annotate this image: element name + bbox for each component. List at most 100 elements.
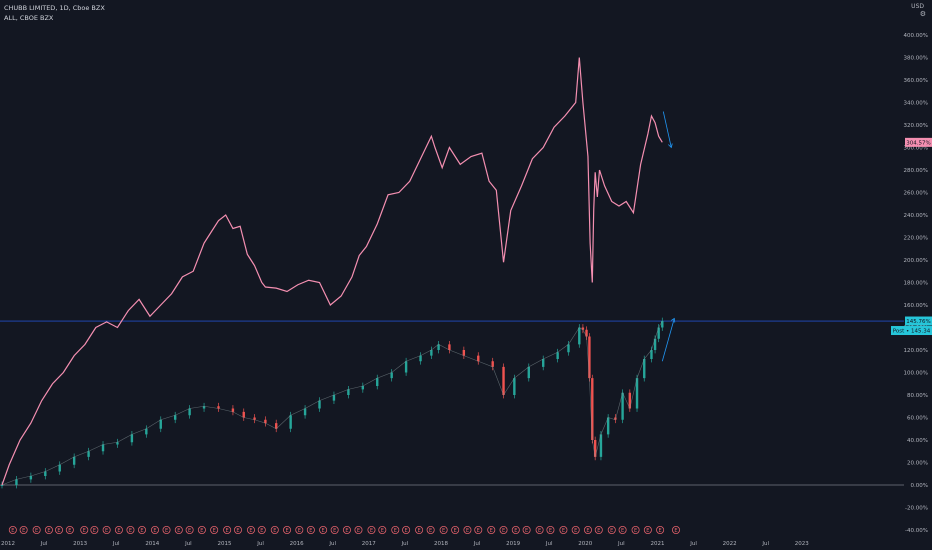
earnings-marker[interactable] — [415, 526, 424, 535]
earnings-marker[interactable] — [511, 526, 520, 535]
x-tick-label: Jul — [545, 541, 553, 547]
x-tick-label: Jul — [184, 541, 192, 547]
earnings-marker[interactable] — [90, 526, 99, 535]
earnings-marker[interactable] — [306, 526, 315, 535]
earnings-marker[interactable] — [19, 526, 28, 535]
earnings-marker[interactable] — [559, 526, 568, 535]
earnings-marker[interactable] — [656, 526, 665, 535]
earnings-marker[interactable] — [162, 526, 171, 535]
compare-candle — [430, 350, 433, 356]
compare-candle — [87, 451, 90, 457]
earnings-marker[interactable] — [80, 526, 89, 535]
earnings-marker[interactable] — [185, 526, 194, 535]
earnings-marker[interactable] — [671, 526, 680, 535]
earnings-marker[interactable] — [451, 526, 460, 535]
y-tick-label: 400.00% — [904, 33, 928, 39]
compare-candle — [231, 408, 235, 412]
earnings-marker-label: E — [370, 528, 373, 534]
earnings-marker[interactable] — [607, 526, 616, 535]
x-tick-label: Jul — [40, 541, 48, 547]
earnings-marker-label: E — [442, 528, 445, 534]
earnings-marker[interactable] — [522, 526, 531, 535]
earnings-marker[interactable] — [55, 526, 64, 535]
earnings-marker[interactable] — [474, 526, 483, 535]
x-tick-label: 2020 — [578, 541, 592, 547]
earnings-marker[interactable] — [463, 526, 472, 535]
earnings-marker[interactable] — [546, 526, 555, 535]
earnings-marker[interactable] — [631, 526, 640, 535]
earnings-marker[interactable] — [594, 526, 603, 535]
y-tick-label: 100.00% — [904, 371, 928, 377]
earnings-marker[interactable] — [426, 526, 435, 535]
earnings-marker[interactable] — [197, 526, 206, 535]
compare-candle — [101, 444, 105, 452]
earnings-marker[interactable] — [535, 526, 544, 535]
earnings-marker[interactable] — [8, 526, 17, 535]
earnings-marker[interactable] — [137, 526, 146, 535]
earnings-marker[interactable] — [32, 526, 41, 535]
earnings-marker[interactable] — [295, 526, 304, 535]
earnings-marker[interactable] — [354, 526, 363, 535]
compare-candle — [347, 389, 350, 395]
earnings-marker[interactable] — [499, 526, 508, 535]
earnings-marker[interactable] — [583, 526, 592, 535]
earnings-marker[interactable] — [44, 526, 53, 535]
earnings-marker[interactable] — [65, 526, 74, 535]
earnings-marker[interactable] — [571, 526, 580, 535]
legend-main-series[interactable]: CHUBB LIMITED, 1D, Cboe BZX — [4, 4, 105, 12]
earnings-marker[interactable] — [126, 526, 135, 535]
earnings-marker[interactable] — [270, 526, 279, 535]
earnings-marker[interactable] — [246, 526, 255, 535]
earnings-marker[interactable] — [102, 526, 111, 535]
earnings-marker[interactable] — [643, 526, 652, 535]
compare-candle — [332, 395, 336, 401]
earnings-marker[interactable] — [342, 526, 351, 535]
compare-candle — [628, 392, 632, 409]
earnings-marker[interactable] — [487, 526, 496, 535]
compare-candle — [585, 329, 588, 337]
y-tick-label: -20.00% — [905, 506, 928, 512]
compare-value-tag-text: 145.76% — [906, 319, 930, 325]
main-value-tag — [905, 137, 932, 147]
compare-candle — [390, 372, 393, 379]
earnings-marker-label: E — [429, 528, 432, 534]
earnings-marker-label: E — [597, 528, 600, 534]
earnings-marker[interactable] — [378, 526, 387, 535]
earnings-marker[interactable] — [618, 526, 627, 535]
y-tick-label: 20.00% — [907, 461, 928, 467]
earnings-marker[interactable] — [330, 526, 339, 535]
compare-candle — [275, 423, 278, 429]
earnings-marker-label: E — [22, 528, 25, 534]
earnings-marker[interactable] — [391, 526, 400, 535]
earnings-marker[interactable] — [174, 526, 183, 535]
compare-projection-arrowhead — [671, 317, 676, 323]
y-tick-label: 240.00% — [904, 213, 928, 219]
earnings-marker[interactable] — [367, 526, 376, 535]
earnings-marker[interactable] — [257, 526, 266, 535]
earnings-marker[interactable] — [439, 526, 448, 535]
earnings-marker[interactable] — [402, 526, 411, 535]
earnings-marker[interactable] — [319, 526, 328, 535]
compare-candle — [650, 350, 653, 359]
earnings-marker-label: E — [514, 528, 517, 534]
earnings-marker[interactable] — [150, 526, 159, 535]
compare-series — [0, 317, 664, 489]
x-tick-label: 2015 — [217, 541, 231, 547]
earnings-marker-label: E — [177, 528, 180, 534]
compare-candle — [159, 419, 162, 429]
axis-settings-icon[interactable]: ⚙ — [919, 10, 926, 18]
compare-candle — [145, 428, 148, 435]
legend-compare-series[interactable]: ALL, CBOE BZX — [4, 14, 54, 22]
compare-series-line — [1, 320, 663, 486]
earnings-marker[interactable] — [233, 526, 242, 535]
earnings-marker[interactable] — [210, 526, 219, 535]
earnings-marker[interactable] — [283, 526, 292, 535]
compare-candle — [527, 366, 530, 379]
x-tick-label: 2019 — [506, 541, 520, 547]
earnings-marker[interactable] — [223, 526, 232, 535]
earnings-marker-label: E — [57, 528, 60, 534]
earnings-marker[interactable] — [114, 526, 123, 535]
x-tick-label: Jul — [761, 541, 769, 547]
